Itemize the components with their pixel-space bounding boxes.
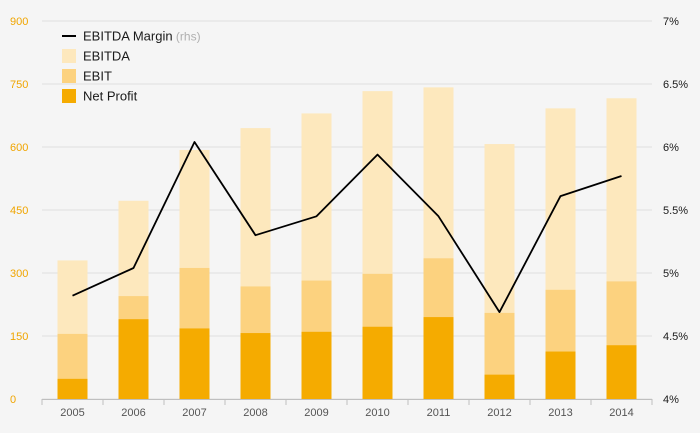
left-tick-label: 750: [10, 79, 28, 91]
x-tick-label: 2008: [243, 407, 267, 419]
legend-swatch: [62, 89, 76, 103]
x-tick-label: 2014: [609, 407, 633, 419]
right-tick-label: 6.5%: [663, 79, 688, 91]
legend-label: Net Profit: [83, 89, 138, 104]
bar-net-profit: [240, 333, 271, 399]
legend-label: EBIT: [83, 69, 112, 84]
legend-label: EBITDA: [83, 49, 130, 64]
x-axis: 2005 2006 2007 2008 2009 2010 2011 2012 2013 2014: [41, 399, 653, 419]
right-tick-label: 6%: [663, 142, 679, 154]
x-tick-label: 2009: [304, 407, 328, 419]
bar-net-profit: [484, 374, 515, 399]
legend-swatch: [62, 49, 76, 63]
left-axis: 0 150 300 450 600 750 900: [10, 16, 28, 406]
bar-net-profit: [118, 319, 149, 399]
left-tick-label: 600: [10, 142, 28, 154]
legend-swatch: [62, 69, 76, 83]
right-tick-label: 5%: [663, 268, 679, 280]
x-tick-label: 2006: [121, 407, 145, 419]
margin-line-layer: [72, 141, 622, 314]
x-tick-label: 2005: [60, 407, 84, 419]
left-tick-label: 450: [10, 205, 28, 217]
right-tick-label: 4.5%: [663, 331, 688, 343]
x-tick-label: 2012: [487, 407, 511, 419]
left-tick-label: 0: [10, 394, 16, 406]
legend-label: EBITDA Margin (rhs): [83, 29, 201, 44]
x-tick-label: 2010: [365, 407, 389, 419]
left-tick-label: 150: [10, 331, 28, 343]
bars: [57, 87, 637, 400]
left-tick-label: 300: [10, 268, 28, 280]
right-axis: 4% 4.5% 5% 5.5% 6% 6.5% 7%: [663, 16, 688, 406]
bar-net-profit: [362, 326, 393, 399]
bar-net-profit: [301, 331, 332, 399]
right-tick-label: 5.5%: [663, 205, 688, 217]
left-tick-label: 900: [10, 16, 28, 28]
bar-net-profit: [57, 378, 88, 399]
bar-net-profit: [606, 345, 637, 399]
legend: EBITDA Margin (rhs) EBITDA EBIT Net Profit: [62, 29, 201, 104]
x-tick-label: 2011: [427, 407, 451, 419]
bar-net-profit: [423, 317, 454, 399]
ebitda-margin-line: [72, 141, 622, 314]
right-tick-label: 4%: [663, 394, 679, 406]
x-tick-label: 2007: [182, 407, 206, 419]
bar-net-profit: [545, 351, 576, 399]
bar-net-profit: [179, 328, 210, 399]
right-tick-label: 7%: [663, 16, 679, 28]
x-tick-label: 2013: [548, 407, 572, 419]
